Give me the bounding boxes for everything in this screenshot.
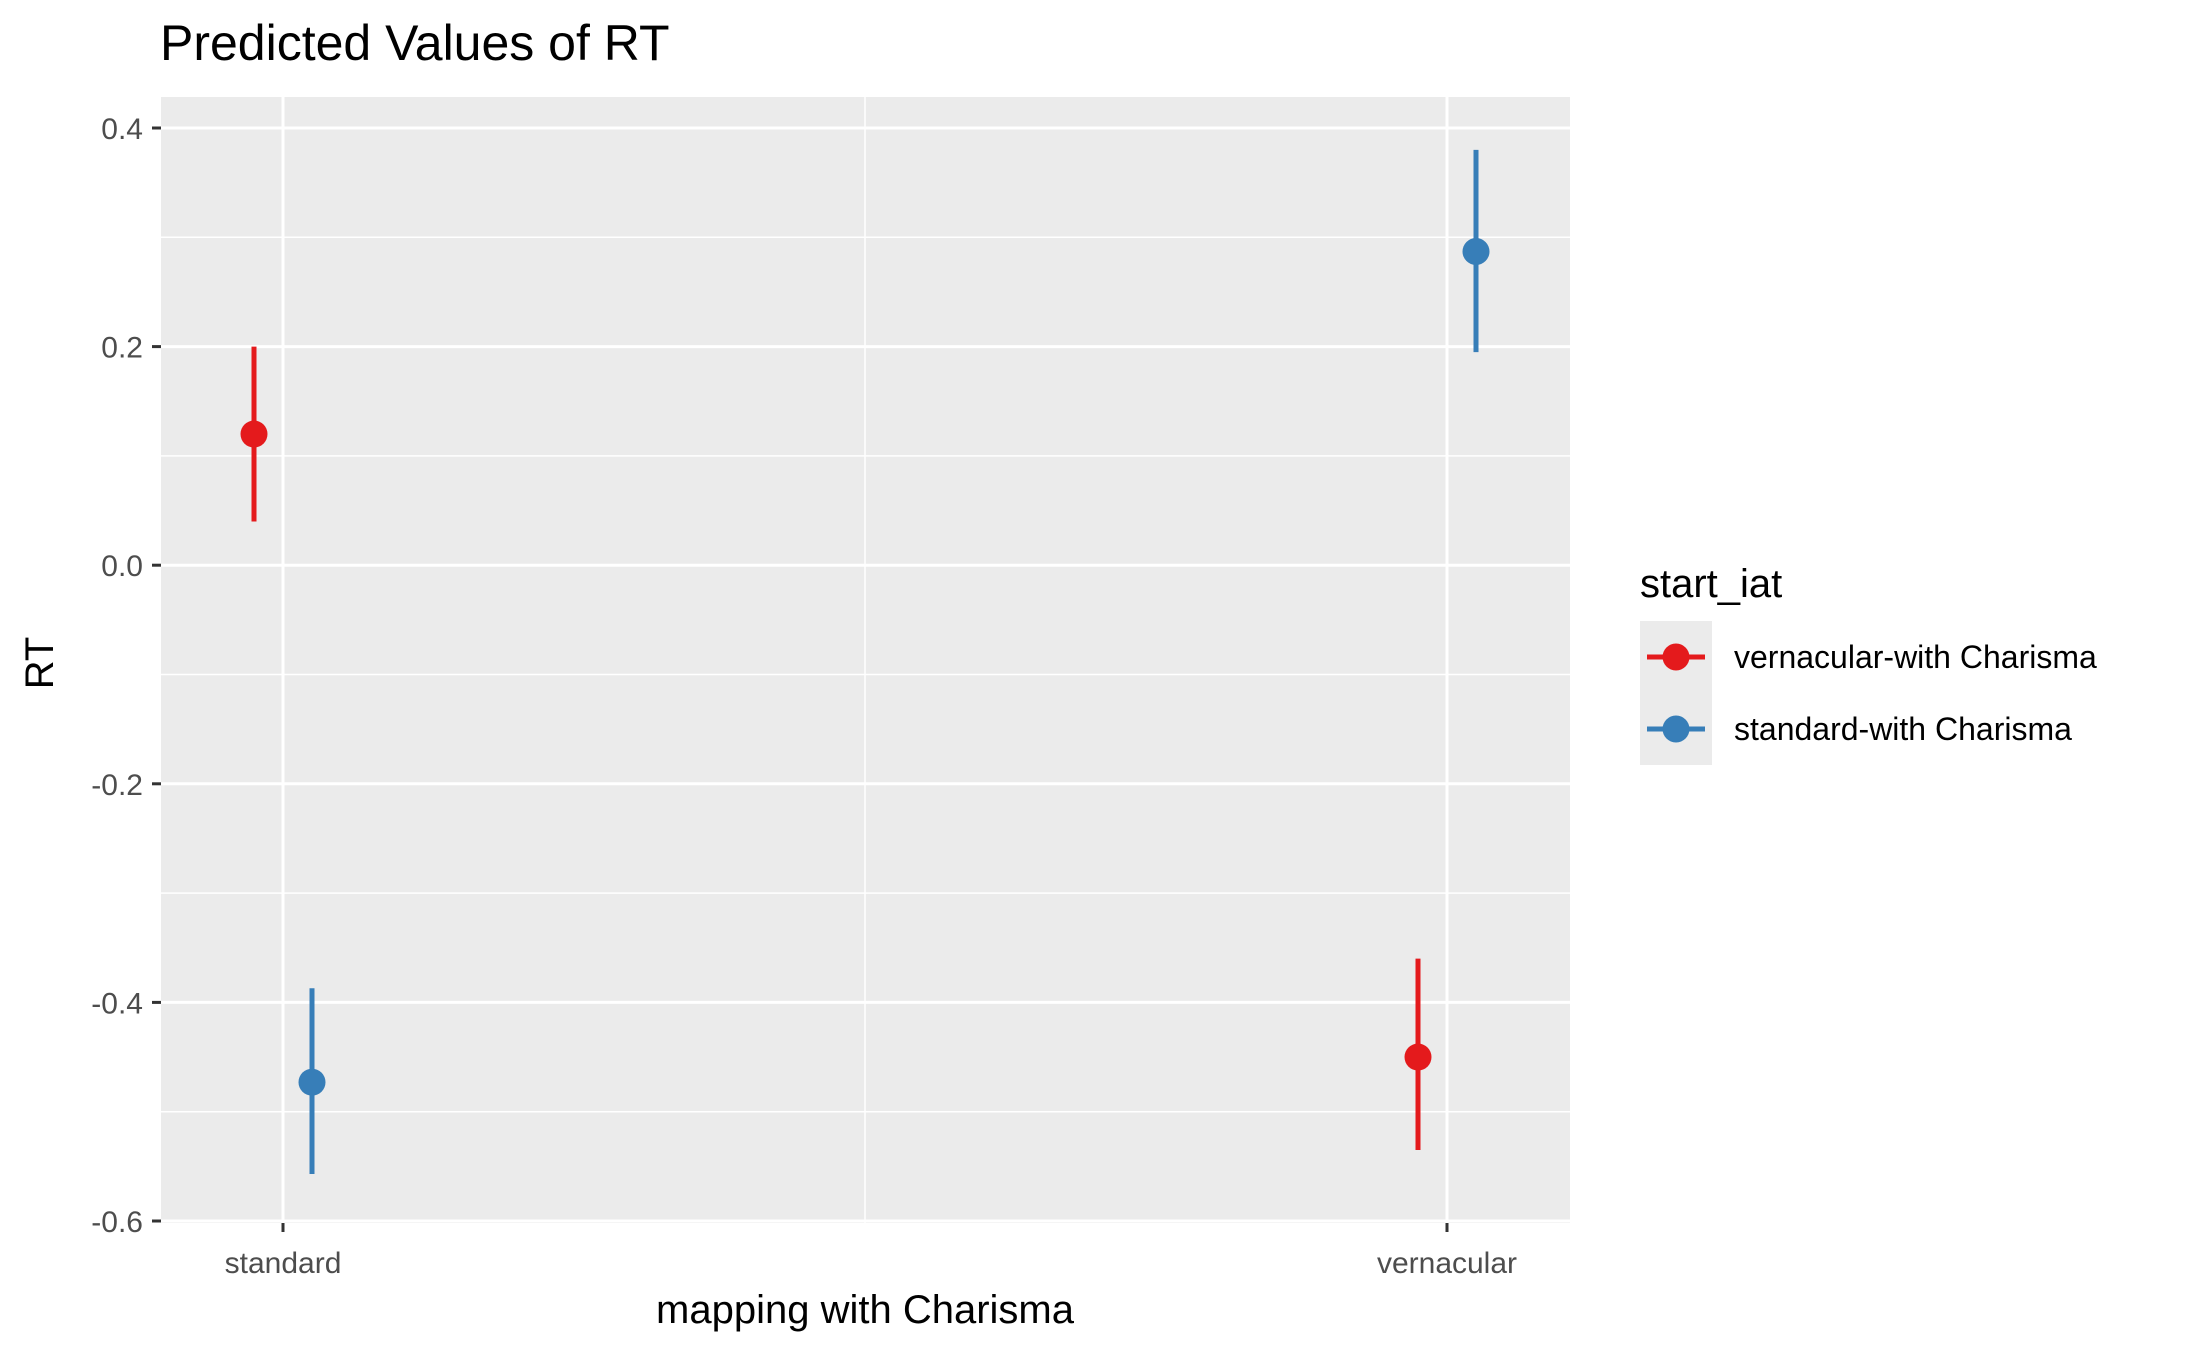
chart-title: Predicted Values of RT [160,15,670,71]
y-tick-label: 0.4 [101,113,143,146]
legend-key-point [1662,643,1690,671]
y-tick-label: -0.2 [91,769,143,802]
legend-label: standard-with Charisma [1734,711,2072,747]
x-tick-label: standard [225,1247,342,1280]
data-point [1462,238,1490,266]
legend-key-point [1662,715,1690,743]
data-point [298,1068,326,1096]
y-tick-label: 0.2 [101,332,143,365]
data-point [240,420,268,448]
y-tick-label: -0.4 [91,987,143,1020]
y-axis-title: RT [18,637,62,690]
y-tick-label: 0.0 [101,550,143,583]
legend-label: vernacular-with Charisma [1734,639,2097,675]
data-marks [240,149,1490,1175]
legend-title: start_iat [1640,562,1782,606]
x-axis-title: mapping with Charisma [656,1288,1075,1332]
grid [161,97,1570,1223]
data-point [1404,1043,1432,1071]
y-tick-label: -0.6 [91,1206,143,1239]
axes: -0.6 -0.4 -0.2 0.0 0.2 0.4 standard vernacular [91,113,1517,1280]
x-tick-label: vernacular [1377,1247,1517,1280]
legend: start_iat vernacular-with Charisma standa… [1640,562,2097,765]
